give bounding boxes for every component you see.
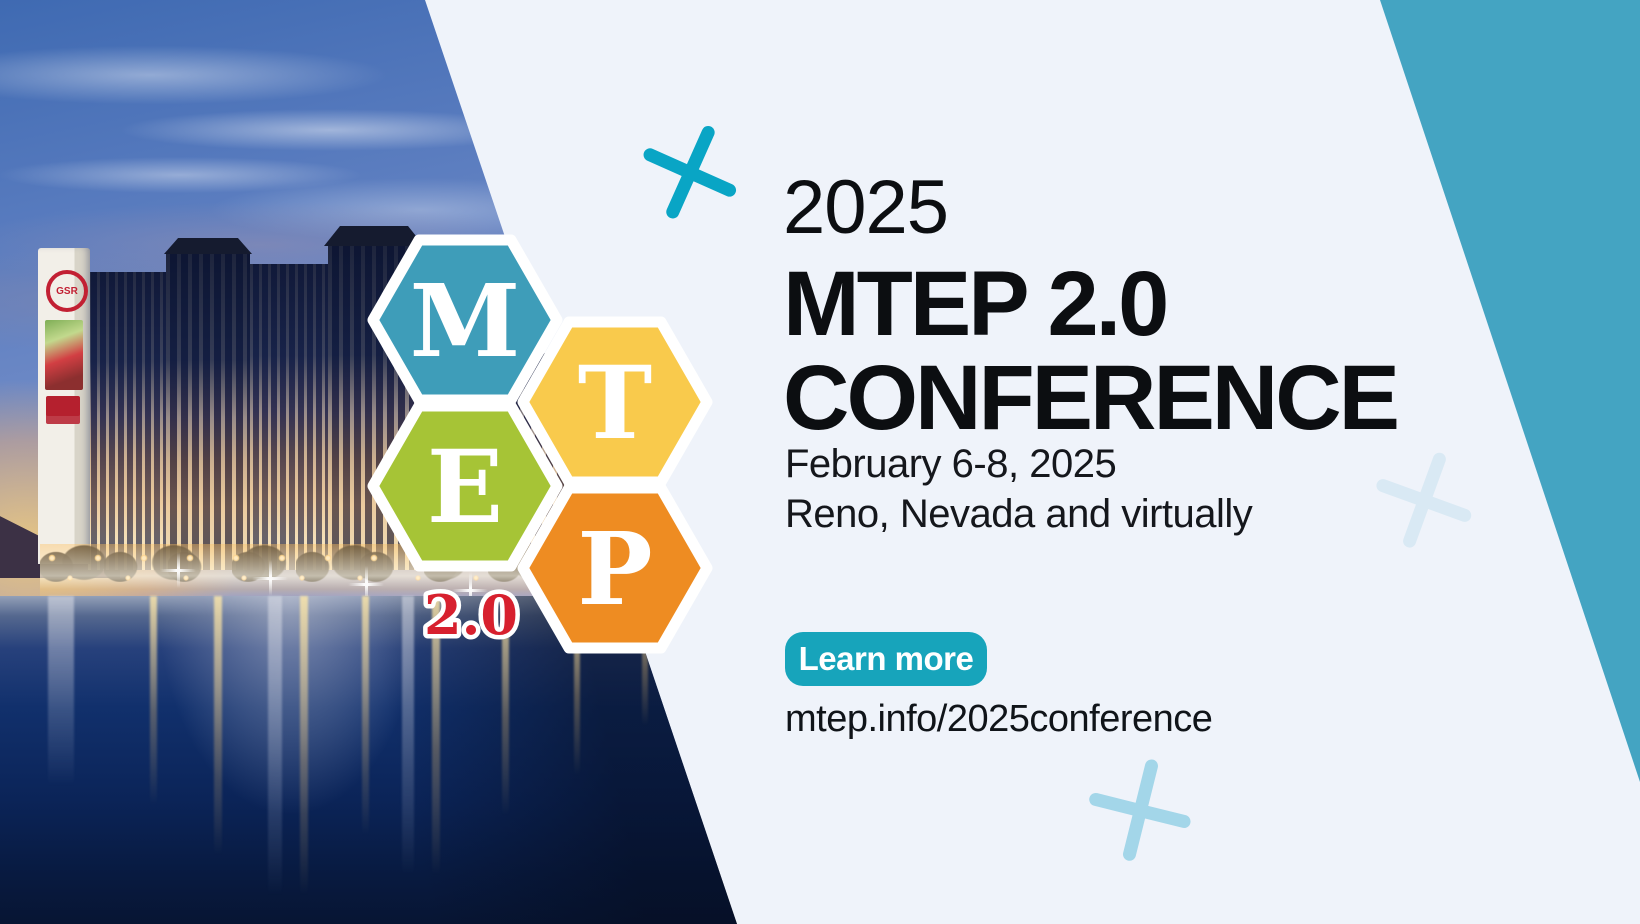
gsr-logo-text: GSR (56, 285, 78, 297)
reflection-streak (214, 596, 222, 856)
reflection-streak (268, 596, 282, 896)
tower-roof (164, 238, 252, 254)
location-text: Reno, Nevada and virtually (785, 492, 1253, 536)
title-line-1: MTEP 2.0 (783, 253, 1169, 355)
reflection-streak (574, 596, 580, 776)
pylon-red-sign (46, 396, 80, 424)
light-sparkle (160, 552, 196, 588)
reflection-streak (300, 596, 308, 896)
reflection-streak (150, 596, 157, 806)
url-text: mtep.info/2025conference (785, 698, 1213, 740)
reflection-streak (502, 596, 509, 816)
hotel-tower (250, 264, 334, 570)
hotel-tower (166, 252, 250, 570)
date-text: February 6-8, 2025 (785, 442, 1117, 486)
learn-more-button[interactable]: Learn more (785, 632, 987, 686)
gsr-logo: GSR (46, 270, 88, 312)
light-sparkle (252, 560, 288, 596)
reflection-streak (642, 596, 648, 726)
hotel-tower (88, 272, 172, 570)
gsr-sign-pylon: GSR (38, 248, 90, 564)
reflection-streak (48, 596, 74, 786)
title-line-2: CONFERENCE (783, 347, 1400, 449)
light-sparkle (452, 572, 488, 608)
year-text: 2025 (783, 165, 949, 250)
reflection-streak (432, 596, 440, 876)
reflection-streak (402, 596, 414, 876)
light-sparkle (348, 566, 384, 602)
pylon-billboard (45, 320, 83, 390)
reflection-streak (362, 596, 369, 836)
